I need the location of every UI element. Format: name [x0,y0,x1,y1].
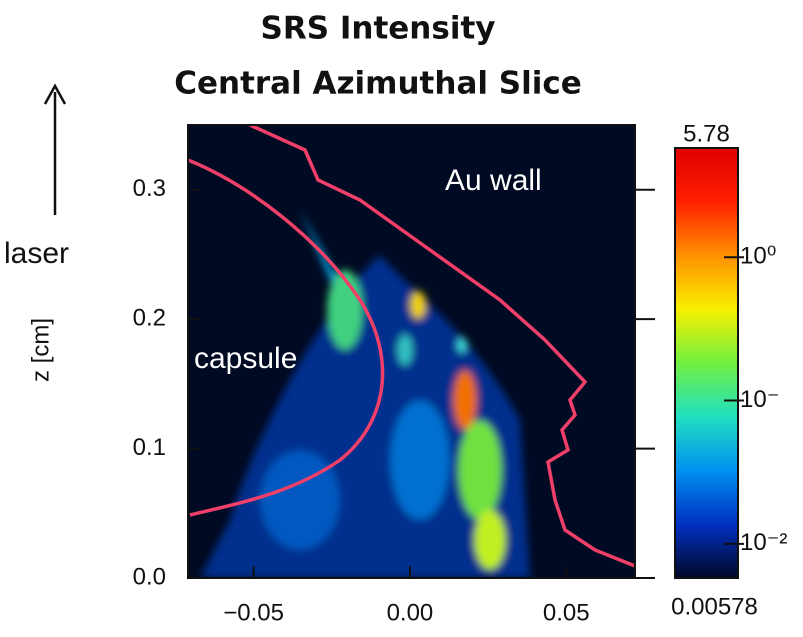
annotation: Au wall [445,164,542,197]
wall-boundary [249,125,635,568]
colorbar-min-label: 0.00578 [671,593,758,620]
chart-title: SRS Intensity [261,11,496,47]
chart-subtitle: Central Azimuthal Slice [174,66,582,102]
capsule-boundary [188,158,385,517]
plot-frame [187,124,636,579]
y-tick-label: 0.1 [133,434,166,461]
colorbar-tick-label: 10⁰ [740,243,776,270]
x-tick-label: 0.05 [543,599,590,626]
x-tick-label: −0.05 [223,599,284,626]
colorbar-tick-label: 10⁻² [740,529,787,556]
y-axis-label: z [cm] [27,318,54,382]
annotation: laser [4,237,69,270]
y-tick-label: 0.0 [133,563,166,590]
colorbar-max-label: 5.78 [683,120,730,147]
y-tick-label: 0.2 [133,304,166,331]
intensity-field [200,210,530,578]
colorbar-tick-label: 10⁻ [740,386,779,413]
annotation: capsule [194,342,297,375]
x-tick-label: 0.00 [387,599,434,626]
laser-arrow-head [43,83,67,105]
y-tick-label: 0.3 [133,175,166,202]
colorbar [674,147,739,579]
